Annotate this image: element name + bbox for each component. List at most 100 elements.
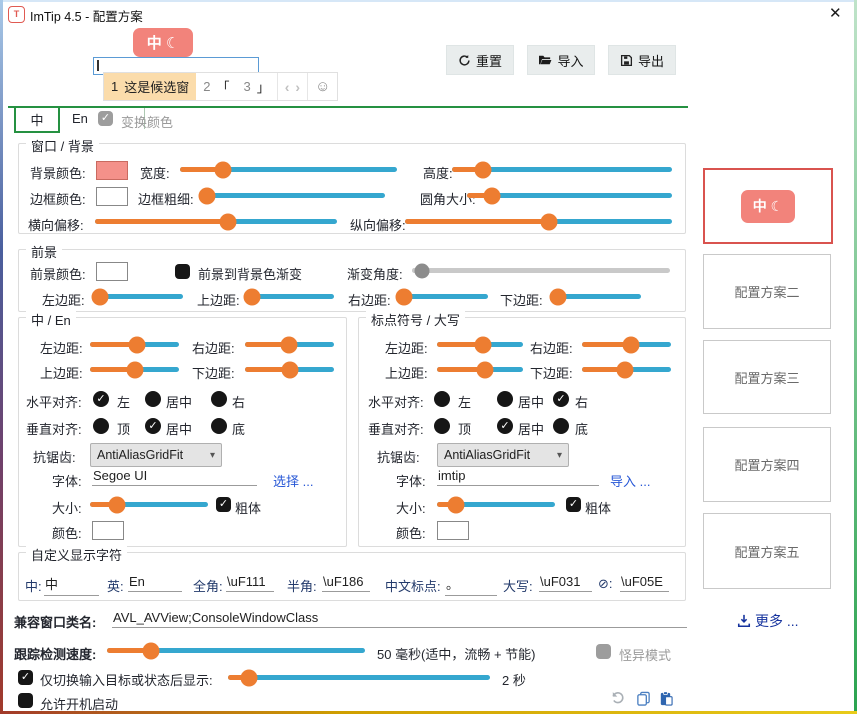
punct-font-import-link[interactable]: 导入 ... [610,474,651,489]
export-button[interactable]: 导出 [608,45,676,75]
corner-radius-slider[interactable] [467,187,672,204]
slider-knob[interactable] [474,161,492,178]
custom-disabled-input[interactable]: \uF05E [620,574,669,592]
quirk-mode-checkbox[interactable] [596,644,611,659]
cnen-halign-center-radio[interactable] [145,391,161,407]
fg-color-label: 前景颜色: [30,267,86,282]
custom-caps-input[interactable]: \uF031 [539,574,592,592]
slider-knob[interactable] [240,669,258,686]
punct-valign-center-radio[interactable]: ✓ [497,418,513,434]
undo-icon[interactable] [610,690,625,705]
cnen-valign-bottom-radio[interactable] [211,418,227,434]
fg-bottom-margin-slider[interactable] [549,288,641,305]
slider-knob[interactable] [128,336,146,353]
slider-knob[interactable] [142,642,160,659]
width-slider[interactable] [180,161,397,178]
scheme-card-1-selected[interactable]: 中 ☾ [703,168,833,244]
punct-right-slider[interactable] [582,336,671,353]
slider-knob[interactable] [476,361,494,378]
scheme-card-4[interactable]: 配置方案四 [703,427,831,502]
slider-knob[interactable] [549,288,567,305]
slider-track [437,336,523,353]
offset-x-slider[interactable] [95,213,337,230]
punct-font-input[interactable]: imtip [437,468,599,486]
slider-knob[interactable] [447,496,465,513]
show-after-switch-checkbox[interactable]: ✓ [18,670,33,685]
cnen-right-slider[interactable] [245,336,334,353]
cnen-valign-center-radio[interactable]: ✓ [145,418,161,434]
fg-left-margin-slider[interactable] [91,288,183,305]
swap-colors-checkbox[interactable]: ✓ [98,111,113,126]
reset-button[interactable]: 重置 [446,45,514,75]
cnen-font-input[interactable]: Segoe UI [92,468,257,486]
punct-top-slider[interactable] [437,361,523,378]
cnen-top-slider[interactable] [90,361,179,378]
compat-class-input[interactable]: AVL_AVView;ConsoleWindowClass [112,610,687,628]
import-button[interactable]: 导入 [527,45,595,75]
close-button[interactable]: ✕ [829,5,842,22]
punct-halign-right-radio[interactable]: ✓ [553,391,569,407]
slider-knob[interactable] [214,161,232,178]
scheme-card-5[interactable]: 配置方案五 [703,513,831,589]
punct-bold-checkbox[interactable]: ✓ [566,497,581,512]
scheme-card-2[interactable]: 配置方案二 [703,254,831,329]
tab-cn[interactable]: 中 [14,106,60,133]
slider-knob[interactable] [280,336,298,353]
slider-knob[interactable] [108,496,126,513]
slider-knob[interactable] [126,361,144,378]
border-color-swatch[interactable] [96,187,128,206]
cnen-halign-right-radio[interactable] [211,391,227,407]
paste-icon[interactable] [658,691,673,706]
cnen-valign-top-radio[interactable] [93,418,109,434]
cnen-size-slider[interactable] [90,496,208,513]
cnen-left-slider[interactable] [90,336,179,353]
punct-left-slider[interactable] [437,336,523,353]
show-delay-slider[interactable] [228,669,490,686]
custom-fullwidth-input[interactable]: \uF111 [226,574,274,592]
slider-knob[interactable] [395,288,413,305]
custom-cn-input[interactable]: 中 [44,574,99,596]
punct-valign-top-radio[interactable] [434,418,450,434]
slider-knob[interactable] [616,361,634,378]
slider-knob[interactable] [91,288,109,305]
offset-y-slider[interactable] [405,213,672,230]
custom-cn-punct-input[interactable]: 。 [445,574,497,596]
custom-halfwidth-input[interactable]: \uF186 [322,574,370,592]
custom-en-input[interactable]: En [128,574,182,592]
autostart-checkbox[interactable] [18,693,33,708]
punct-antialias-dropdown[interactable]: AntiAliasGridFit ▾ [437,443,569,467]
punct-halign-center-radio[interactable] [497,391,513,407]
slider-knob[interactable] [540,213,558,230]
scheme-card-3[interactable]: 配置方案三 [703,340,831,414]
cnen-bold-checkbox[interactable]: ✓ [216,497,231,512]
slider-knob[interactable] [219,213,237,230]
border-width-slider[interactable] [198,187,385,204]
cnen-color-swatch[interactable] [92,521,124,540]
fg-top-margin-slider[interactable] [243,288,334,305]
cnen-bottom-slider[interactable] [245,361,334,378]
slider-knob[interactable] [198,187,216,204]
punct-size-slider[interactable] [437,496,555,513]
fg-color-swatch[interactable] [96,262,128,281]
slider-knob[interactable] [622,336,640,353]
cnen-antialias-dropdown[interactable]: AntiAliasGridFit ▾ [90,443,222,467]
slider-knob[interactable] [243,288,261,305]
slider-knob[interactable] [281,361,299,378]
slider-knob[interactable] [483,187,501,204]
slider-knob[interactable] [474,336,492,353]
gradient-checkbox[interactable] [175,264,190,279]
punct-valign-bottom-radio[interactable] [553,418,569,434]
punct-color-swatch[interactable] [437,521,469,540]
bg-color-swatch[interactable] [96,161,128,180]
more-schemes-link[interactable]: 更多 ... [737,611,799,631]
punct-bottom-slider[interactable] [582,361,671,378]
track-speed-slider[interactable] [107,642,365,659]
cnen-halign-left-radio[interactable]: ✓ [93,391,109,407]
fg-right-margin-slider[interactable] [395,288,488,305]
slider-fill [180,167,224,172]
cnen-font-choose-link[interactable]: 选择 ... [273,474,314,489]
option-center-label: 居中 [518,395,545,410]
punct-halign-left-radio[interactable] [434,391,450,407]
copy-icon[interactable] [636,691,651,706]
height-slider[interactable] [452,161,672,178]
